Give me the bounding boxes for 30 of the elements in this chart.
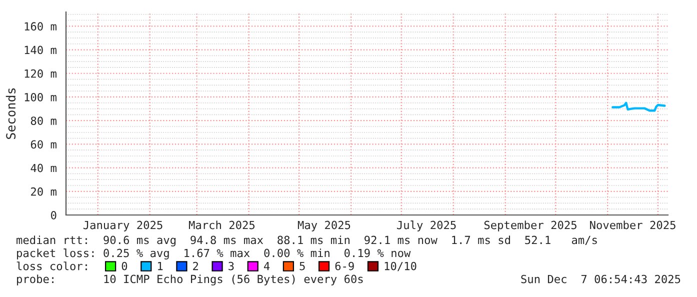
x-tick-label: July 2025 <box>397 220 456 232</box>
x-tick-label: January 2025 <box>83 220 162 232</box>
legend-label: 5 <box>300 262 305 270</box>
x-tick-label: March 2025 <box>188 220 255 230</box>
y-tick-label: 100 m <box>24 92 56 102</box>
x-tick-label: November 2025 <box>590 220 676 230</box>
y-tick-label: 40 m <box>30 164 56 172</box>
legend-label: 10/10 <box>384 262 416 272</box>
legend-label: 4 <box>264 262 270 270</box>
y-tick-label: 80 m <box>30 116 56 125</box>
y-tick-label: 0 <box>51 211 56 220</box>
y-tick-label: 160 m <box>24 22 56 31</box>
x-tick-label: May 2025 <box>298 220 350 232</box>
line-series <box>612 102 666 112</box>
legend-label: 1 <box>158 262 163 270</box>
text: probe: 10 ICMP Echo Pings (56 Bytes) every 60s <box>17 274 363 286</box>
text: median rtt: 90.6 ms avg 94.8 ms max 88.1 ms min 92.1 ms now 1.7 ms sd 52.1 am/s <box>16 236 597 246</box>
legend-label: 0 <box>122 262 128 270</box>
y-tick-label: 140 m <box>24 46 56 54</box>
legend-title: loss color: <box>16 262 87 270</box>
x-tick-label: September 2025 <box>484 220 576 232</box>
text: packet loss: 0.25 % avg 1.67 % max 0.00 % min 0.19 % now <box>17 248 411 260</box>
y-tick-label: 60 m <box>30 140 56 149</box>
text: Sun Dec 7 06:54:43 2025 <box>521 274 680 284</box>
legend-label: 3 <box>228 262 234 270</box>
y-axis-title: Seconds <box>6 88 16 139</box>
legend-label: 6-9 <box>335 262 354 270</box>
y-tick-label: 120 m <box>24 69 56 78</box>
legend-label: 2 <box>193 262 198 270</box>
y-tick-label: 20 m <box>31 187 56 196</box>
